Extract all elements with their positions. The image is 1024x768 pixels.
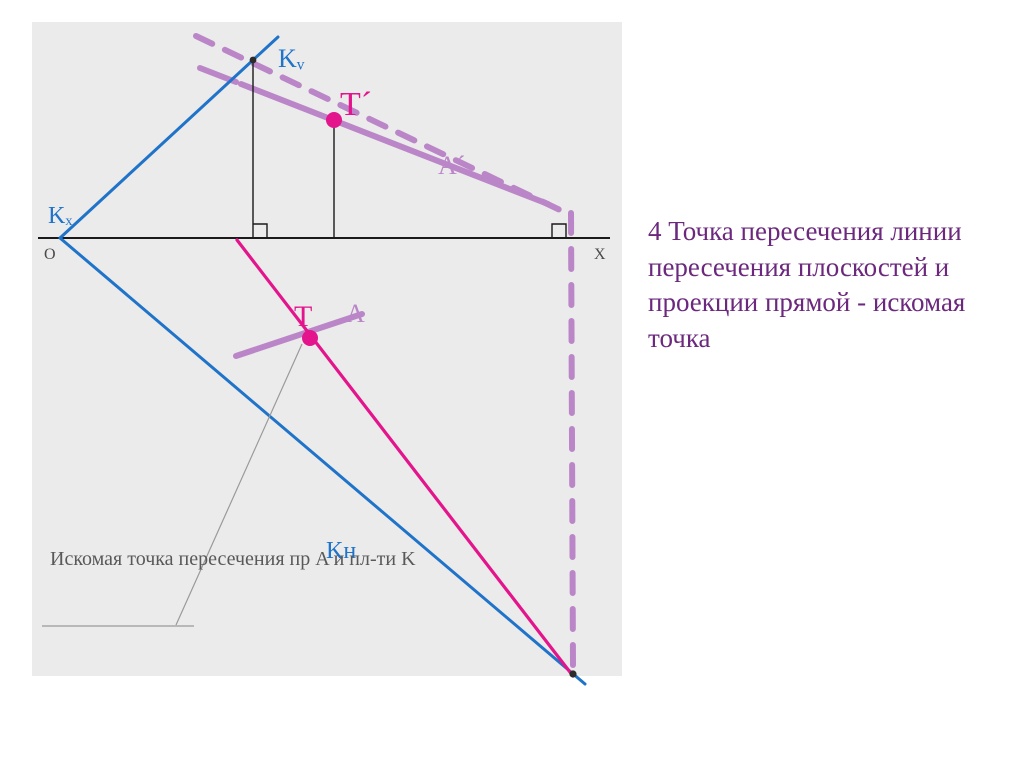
callout-line: [176, 344, 302, 625]
label-T-prime: T´: [340, 86, 372, 123]
line-A-prime: [241, 84, 548, 204]
geometry-diagram: [0, 0, 1024, 768]
label-Kx: Kₓ: [48, 203, 72, 229]
dot-vanish: [569, 670, 576, 677]
line-Kx-Kv: [60, 37, 278, 238]
label-A-prime: A´: [438, 152, 465, 181]
label-Kv: Kᵥ: [278, 45, 304, 74]
line-Kx-KH: [60, 238, 585, 684]
right-angle-Kv: [253, 224, 267, 238]
label-O: O: [44, 246, 56, 264]
label-A: A: [346, 300, 365, 329]
stage: Kᵥ Kₓ Kн O X T´ A´ T A Искомая точка пер…: [0, 0, 1024, 768]
label-T: T: [294, 300, 312, 333]
violet-dash-vertical: [571, 213, 573, 668]
label-X: X: [594, 246, 606, 264]
caption-text: 4 Точка пересечения линии пересечения пл…: [648, 214, 1024, 357]
dot-Kv: [250, 57, 257, 64]
magenta-line: [237, 240, 573, 676]
note-text: Искомая точка пересечения пр A и пл-ти K: [50, 548, 416, 571]
